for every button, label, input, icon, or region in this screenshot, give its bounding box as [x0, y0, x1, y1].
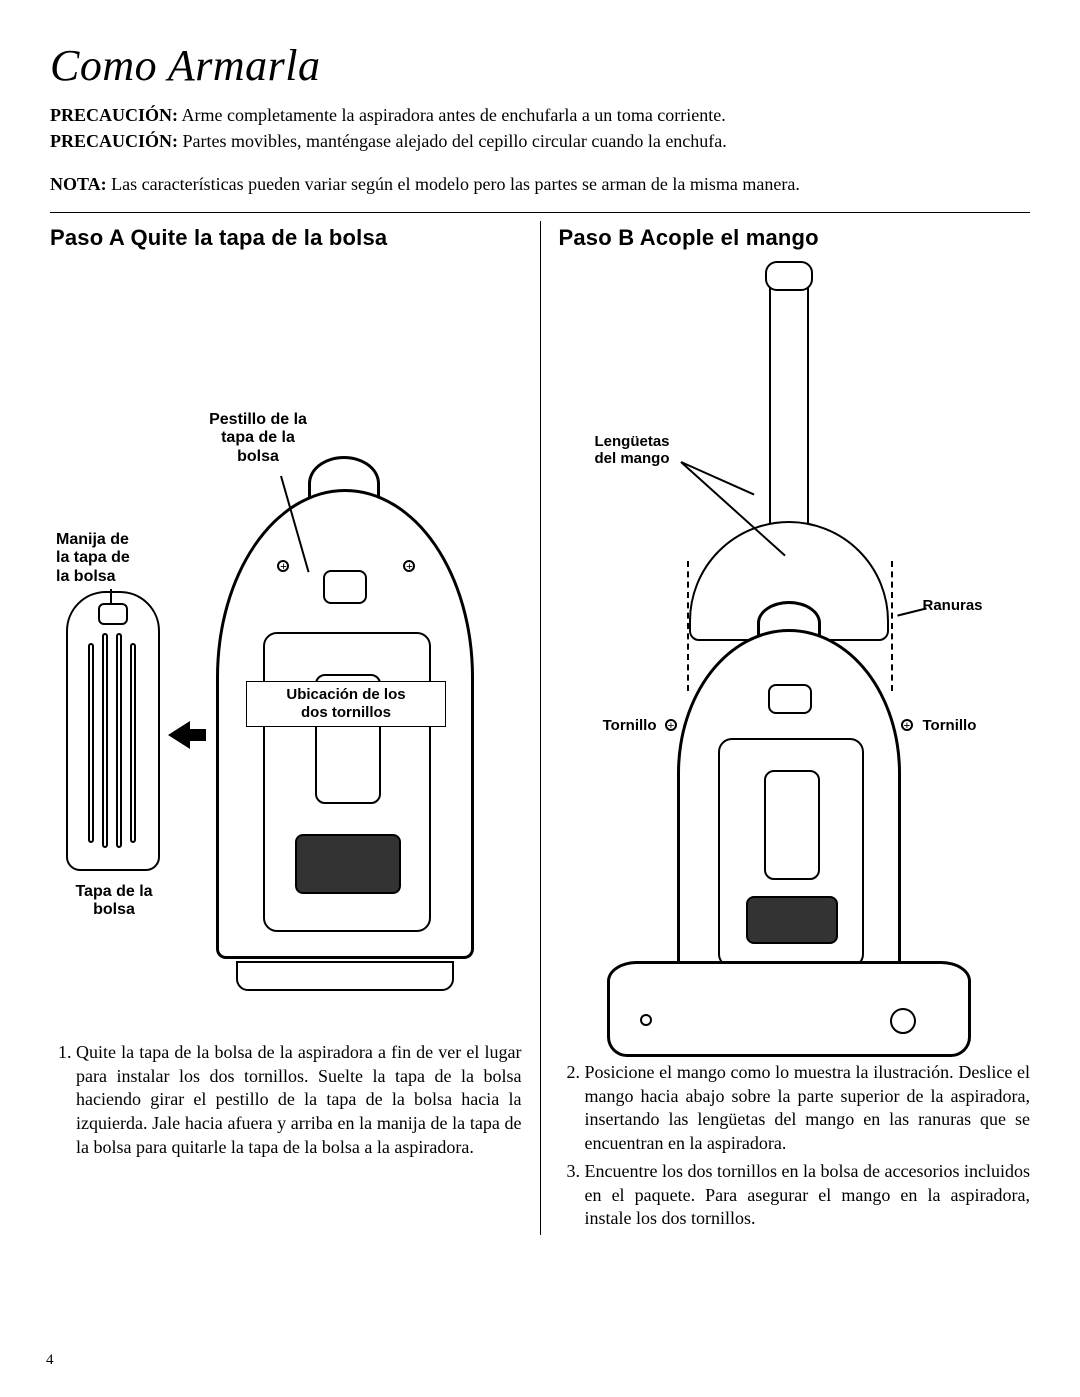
screw-right — [403, 560, 415, 572]
precaution-1-label: PRECAUCIÓN: — [50, 105, 178, 125]
bag-cover-shape — [66, 591, 160, 871]
wheel-r — [890, 1008, 916, 1034]
nota: NOTA: Las características pueden variar … — [50, 172, 1030, 196]
label-tapa: Tapa de labolsa — [64, 883, 164, 920]
label-tornillo-r: Tornillo — [923, 717, 1003, 734]
latch-b — [768, 684, 812, 714]
filter-shape — [295, 834, 401, 894]
vacuum-body-b — [677, 629, 901, 989]
instruction-2: Posicione el mango como lo muestra la il… — [585, 1061, 1031, 1156]
ridge-1 — [88, 643, 94, 843]
precaution-2-label: PRECAUCIÓN: — [50, 131, 178, 151]
ridge-3 — [116, 633, 122, 848]
inner-tube-b — [764, 770, 820, 880]
arrow-stem — [188, 729, 206, 741]
instructions-b: Posicione el mango como lo muestra la il… — [559, 1061, 1031, 1231]
base-b — [607, 961, 971, 1057]
wheel-l — [640, 1014, 652, 1026]
columns: Paso A Quite la tapa de la bolsa — [50, 221, 1030, 1235]
step-b-heading: Paso B Acople el mango — [559, 225, 1031, 251]
dash-left — [687, 561, 689, 691]
label-tornillo-l: Tornillo — [577, 717, 657, 734]
latch — [323, 570, 367, 604]
handle-top — [765, 261, 813, 291]
precautions: PRECAUCIÓN: Arme completamente la aspira… — [50, 103, 1030, 154]
screw-b-left — [665, 719, 677, 731]
base-hint — [236, 961, 454, 991]
instructions-a: Quite la tapa de la bolsa de la aspirado… — [50, 1041, 522, 1160]
label-manija: Manija dela tapa dela bolsa — [56, 531, 166, 586]
window-shape — [263, 632, 431, 932]
filter-b — [746, 896, 838, 944]
handle-slot — [98, 603, 128, 625]
instruction-1: Quite la tapa de la bolsa de la aspirado… — [76, 1041, 522, 1160]
instruction-3: Encuentre los dos tornillos en la bolsa … — [585, 1160, 1031, 1231]
divider — [50, 212, 1030, 213]
column-step-b: Paso B Acople el mango — [540, 221, 1031, 1235]
step-a-heading: Paso A Quite la tapa de la bolsa — [50, 225, 522, 251]
page-title: Como Armarla — [50, 40, 1030, 91]
label-ubicacion: Ubicación de losdos tornillos — [246, 681, 446, 727]
nota-label: NOTA: — [50, 174, 107, 194]
label-pestillo: Pestillo de latapa de labolsa — [188, 411, 328, 466]
ridge-2 — [102, 633, 108, 848]
window-b — [718, 738, 864, 968]
nota-text: Las características pueden variar según … — [111, 174, 800, 194]
arrow-icon — [168, 721, 190, 749]
diagram-a: Pestillo de latapa de labolsa Manija del… — [50, 261, 522, 1041]
precaution-2: PRECAUCIÓN: Partes movibles, manténgase … — [50, 129, 1030, 153]
precaution-1: PRECAUCIÓN: Arme completamente la aspira… — [50, 103, 1030, 127]
column-step-a: Paso A Quite la tapa de la bolsa — [50, 221, 540, 1235]
precaution-1-text: Arme completamente la aspiradora antes d… — [182, 105, 726, 125]
precaution-2-text: Partes movibles, manténgase alejado del … — [183, 131, 727, 151]
leader-manija — [110, 589, 112, 603]
diagram-b: Lengüetasdel mango Ranuras Tornillo Torn… — [559, 261, 1031, 1061]
dash-right — [891, 561, 893, 691]
ridge-4 — [130, 643, 136, 843]
page-number: 4 — [46, 1352, 54, 1369]
label-lenguetas: Lengüetasdel mango — [595, 433, 705, 468]
screw-b-right — [901, 719, 913, 731]
screw-left — [277, 560, 289, 572]
leader-leng-1 — [680, 461, 754, 495]
label-ranuras: Ranuras — [923, 597, 1003, 614]
